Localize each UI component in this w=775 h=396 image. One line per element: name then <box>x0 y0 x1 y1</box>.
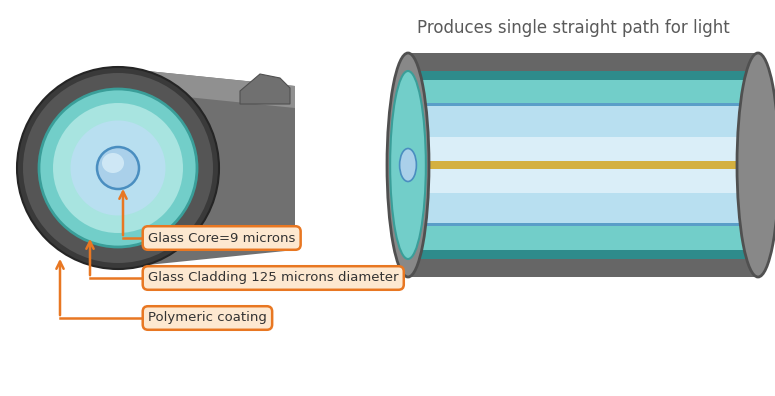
Bar <box>408 161 758 169</box>
Polygon shape <box>240 74 290 104</box>
Ellipse shape <box>97 147 139 189</box>
Ellipse shape <box>71 120 166 215</box>
Polygon shape <box>118 68 295 268</box>
Ellipse shape <box>390 71 425 259</box>
Bar <box>408 71 758 80</box>
Bar <box>408 105 758 225</box>
Ellipse shape <box>102 153 124 173</box>
Ellipse shape <box>23 73 213 263</box>
Bar <box>408 71 758 259</box>
Text: Glass Cladding 125 microns diameter: Glass Cladding 125 microns diameter <box>148 272 398 284</box>
Ellipse shape <box>39 89 197 247</box>
Polygon shape <box>118 68 295 108</box>
Bar <box>408 250 758 259</box>
Text: Glass Core=9 microns: Glass Core=9 microns <box>148 232 295 244</box>
Ellipse shape <box>737 53 775 277</box>
Bar <box>408 103 758 106</box>
Text: Produces single straight path for light: Produces single straight path for light <box>417 19 729 37</box>
Ellipse shape <box>400 148 416 181</box>
Ellipse shape <box>53 103 183 233</box>
Ellipse shape <box>17 67 219 269</box>
Bar <box>408 137 758 193</box>
Bar <box>408 223 758 226</box>
Bar <box>408 53 758 277</box>
Ellipse shape <box>387 53 429 277</box>
Text: Polymeric coating: Polymeric coating <box>148 312 267 324</box>
